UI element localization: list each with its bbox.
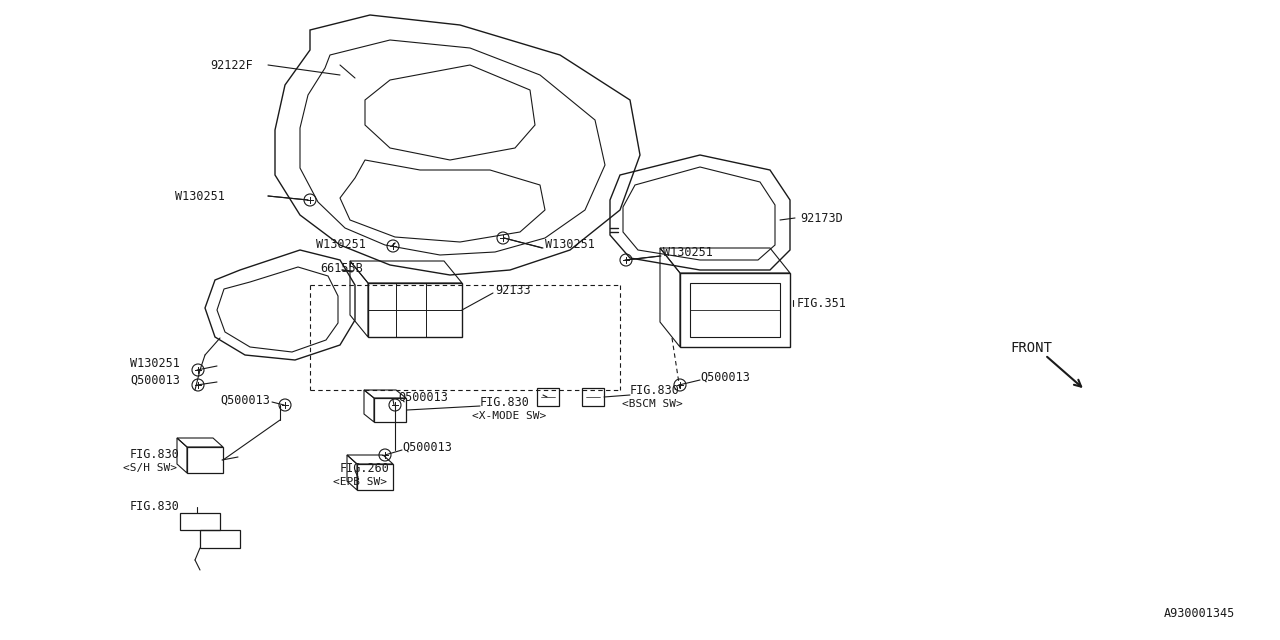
- Text: Q500013: Q500013: [131, 374, 180, 387]
- Text: 66155B: 66155B: [320, 262, 362, 275]
- Text: Q500013: Q500013: [398, 390, 448, 403]
- Text: FIG.260: FIG.260: [340, 461, 390, 474]
- Text: W130251: W130251: [663, 246, 713, 259]
- Text: W130251: W130251: [175, 189, 225, 202]
- Text: W130251: W130251: [131, 356, 180, 369]
- Text: Q500013: Q500013: [220, 394, 270, 406]
- Text: 92122F: 92122F: [210, 58, 252, 72]
- Text: FIG.351: FIG.351: [797, 296, 847, 310]
- Text: FRONT: FRONT: [1010, 341, 1052, 355]
- Text: FIG.830: FIG.830: [480, 396, 530, 408]
- Text: 92173D: 92173D: [800, 211, 842, 225]
- Text: FIG.830: FIG.830: [630, 383, 680, 397]
- Text: <EPB SW>: <EPB SW>: [333, 477, 387, 487]
- Text: FIG.830: FIG.830: [131, 499, 180, 513]
- Text: Q500013: Q500013: [700, 371, 750, 383]
- Text: <S/H SW>: <S/H SW>: [123, 463, 177, 473]
- Text: W130251: W130251: [545, 237, 595, 250]
- Text: FIG.830: FIG.830: [131, 447, 180, 461]
- Text: A930001345: A930001345: [1164, 607, 1235, 620]
- Text: <BSCM SW>: <BSCM SW>: [622, 399, 682, 409]
- Text: 92133: 92133: [495, 284, 531, 296]
- Text: <X-MODE SW>: <X-MODE SW>: [472, 411, 547, 421]
- Text: W130251: W130251: [316, 237, 366, 250]
- Text: Q500013: Q500013: [402, 440, 452, 454]
